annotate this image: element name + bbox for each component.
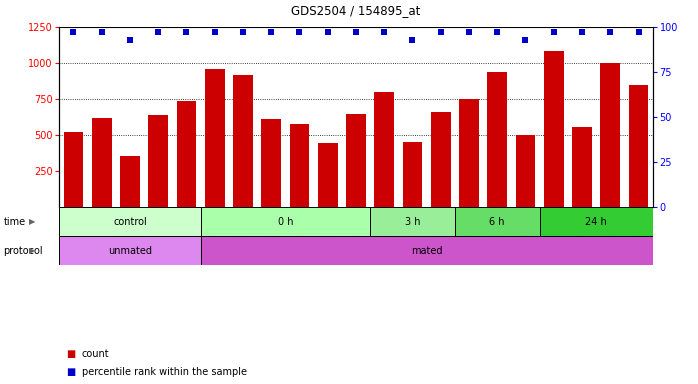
Text: GSM112948: GSM112948	[268, 211, 274, 251]
Bar	[120, 156, 140, 207]
Bar	[431, 112, 451, 207]
Point	[435, 29, 446, 35]
Text: unmated: unmated	[108, 245, 152, 256]
Text: GSM112935: GSM112935	[98, 211, 105, 251]
Point	[463, 29, 475, 35]
Bar	[233, 74, 253, 207]
Bar	[92, 118, 112, 207]
Text: control: control	[113, 217, 147, 227]
Text: GSM112967: GSM112967	[494, 211, 500, 251]
Text: mated: mated	[411, 245, 443, 256]
Text: ■: ■	[66, 349, 75, 359]
Text: GSM113345: GSM113345	[635, 211, 641, 251]
Text: GSM112947: GSM112947	[240, 211, 246, 251]
Bar	[540, 207, 653, 236]
Bar	[544, 51, 563, 207]
Point	[294, 29, 305, 35]
Point	[407, 36, 418, 43]
Point	[266, 29, 277, 35]
Point	[68, 29, 79, 35]
Text: GSM112952: GSM112952	[353, 211, 359, 251]
Point	[491, 29, 503, 35]
Text: GSM112942: GSM112942	[127, 211, 133, 251]
Text: ▶: ▶	[29, 246, 36, 255]
Text: GSM112950: GSM112950	[325, 211, 331, 251]
Text: GSM112946: GSM112946	[211, 211, 218, 251]
Text: GSM112971: GSM112971	[579, 211, 585, 251]
Bar	[370, 207, 455, 236]
Bar	[200, 207, 370, 236]
Point	[633, 29, 644, 35]
Text: GSM112962: GSM112962	[381, 211, 387, 251]
Bar	[572, 126, 592, 207]
Bar	[459, 99, 479, 207]
Bar	[200, 236, 653, 265]
Bar	[59, 236, 200, 265]
Bar	[516, 135, 535, 207]
Text: GSM112931: GSM112931	[70, 211, 77, 251]
Bar	[629, 84, 648, 207]
Point	[350, 29, 362, 35]
Text: ■: ■	[66, 367, 75, 377]
Bar	[59, 207, 200, 236]
Bar	[64, 132, 83, 207]
Point	[604, 29, 616, 35]
Text: GSM112964: GSM112964	[438, 211, 444, 251]
Bar	[177, 101, 196, 207]
Point	[181, 29, 192, 35]
Bar	[455, 207, 540, 236]
Point	[520, 36, 531, 43]
Point	[209, 29, 221, 35]
Text: GSM112945: GSM112945	[184, 211, 189, 251]
Bar	[205, 69, 225, 207]
Text: GDS2504 / 154895_at: GDS2504 / 154895_at	[291, 4, 421, 17]
Bar	[148, 115, 168, 207]
Text: 3 h: 3 h	[405, 217, 420, 227]
Point	[124, 36, 135, 43]
Text: GSM112972: GSM112972	[607, 211, 614, 251]
Text: count: count	[82, 349, 110, 359]
Text: GSM112949: GSM112949	[297, 211, 302, 251]
Point	[378, 29, 389, 35]
Text: protocol: protocol	[3, 245, 43, 256]
Text: 0 h: 0 h	[278, 217, 293, 227]
Point	[153, 29, 164, 35]
Bar	[346, 114, 366, 207]
Point	[237, 29, 248, 35]
Text: GSM112965: GSM112965	[466, 211, 472, 251]
Point	[322, 29, 334, 35]
Point	[548, 29, 559, 35]
Bar	[374, 92, 394, 207]
Text: ▶: ▶	[29, 217, 36, 226]
Bar	[290, 124, 309, 207]
Point	[96, 29, 107, 35]
Bar	[487, 72, 507, 207]
Text: percentile rank within the sample: percentile rank within the sample	[82, 367, 246, 377]
Bar	[318, 143, 338, 207]
Text: GSM112943: GSM112943	[155, 211, 161, 251]
Text: 6 h: 6 h	[489, 217, 505, 227]
Text: GSM112968: GSM112968	[523, 211, 528, 251]
Text: GSM112970: GSM112970	[551, 211, 557, 251]
Text: 24 h: 24 h	[585, 217, 607, 227]
Bar	[600, 63, 620, 207]
Text: GSM112963: GSM112963	[410, 211, 415, 251]
Bar	[261, 119, 281, 207]
Text: time: time	[3, 217, 26, 227]
Bar	[403, 142, 422, 207]
Point	[577, 29, 588, 35]
